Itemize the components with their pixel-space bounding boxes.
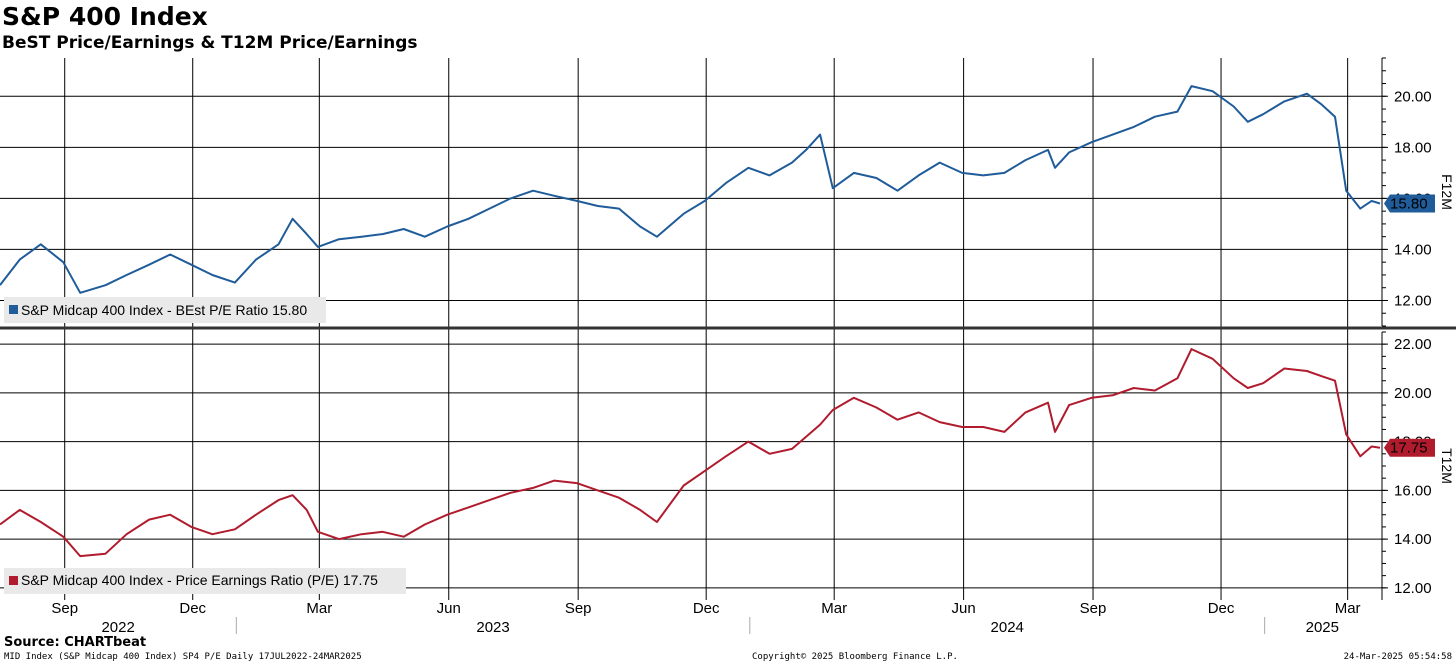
top-y-tick-label: 18.00 xyxy=(1394,139,1432,156)
x-tick-label: Sep xyxy=(51,600,78,617)
bottom-last-value-tag xyxy=(1384,438,1435,457)
x-year-label: 2024 xyxy=(991,619,1024,636)
x-year-label: 2022 xyxy=(101,619,134,636)
top-panel-series: 15.80 xyxy=(0,85,1435,294)
bottom-panel-series: 17.75 xyxy=(0,348,1435,558)
bottom-y-tick-label: 16.00 xyxy=(1394,482,1432,499)
legend-bottom-swatch xyxy=(9,576,18,585)
legend-bottom-label: S&P Midcap 400 Index - Price Earnings Ra… xyxy=(21,572,378,588)
footer-ticker-info: MID Index (S&P Midcap 400 Index) SP4 P/E… xyxy=(4,652,362,662)
x-tick-label: Mar xyxy=(1335,600,1361,617)
bottom-y-tick-label: 14.00 xyxy=(1394,531,1432,548)
page-title: S&P 400 Index xyxy=(2,2,208,31)
legend-top-background xyxy=(4,297,326,323)
top-y-tick-label: 14.00 xyxy=(1394,241,1432,258)
top-last-value-tag xyxy=(1384,194,1435,213)
source-note: Source: CHARTbeat xyxy=(4,635,147,650)
bottom-y-tick-label: 22.00 xyxy=(1394,336,1432,353)
x-tick-label: Dec xyxy=(1208,600,1235,617)
bottom-series-line xyxy=(0,348,1381,558)
legend-top-swatch xyxy=(9,305,18,314)
x-tick-label: Mar xyxy=(306,600,332,617)
bottom-y-tick-label: 20.00 xyxy=(1394,385,1432,402)
bottom-y-tick-label: 12.00 xyxy=(1394,580,1432,597)
bottom-y-axis-label: T12M xyxy=(1439,448,1455,484)
top-y-axis-label: F12M xyxy=(1439,174,1455,210)
x-tick-label: Mar xyxy=(821,600,847,617)
footer-copyright: Copyright© 2025 Bloomberg Finance L.P. xyxy=(752,652,958,662)
footer-timestamp: 24-Mar-2025 05:54:58 xyxy=(1343,652,1452,662)
x-year-label: 2023 xyxy=(476,619,509,636)
x-axis: Sep Dec Mar Jun Sep Dec Mar Jun Sep Dec Mar 2022 202… xyxy=(51,600,1360,636)
x-tick-label: Sep xyxy=(565,600,592,617)
legend-bottom-background xyxy=(4,568,406,594)
x-tick-label: Jun xyxy=(952,600,976,617)
x-year-label: 2025 xyxy=(1306,619,1339,636)
page-subtitle: BeST Price/Earnings & T12M Price/Earning… xyxy=(2,33,418,53)
bottom-last-value-label: 17.75 xyxy=(1390,440,1428,457)
legend-top: S&P Midcap 400 Index - BEst P/E Ratio 15… xyxy=(4,297,326,323)
x-tick-label: Dec xyxy=(693,600,720,617)
top-y-tick-label: 20.00 xyxy=(1394,88,1432,105)
top-series-line xyxy=(0,85,1381,294)
x-tick-label: Jun xyxy=(437,600,461,617)
top-panel-grid xyxy=(0,95,1388,301)
top-y-tick-label: 12.00 xyxy=(1394,292,1432,309)
legend-top-label: S&P Midcap 400 Index - BEst P/E Ratio 15… xyxy=(21,302,307,318)
x-tick-label: Sep xyxy=(1080,600,1107,617)
legend-bottom: S&P Midcap 400 Index - Price Earnings Ra… xyxy=(4,568,406,594)
x-tick-label: Dec xyxy=(179,600,206,617)
top-last-value-label: 15.80 xyxy=(1390,195,1428,212)
bottom-panel-grid xyxy=(0,343,1388,589)
